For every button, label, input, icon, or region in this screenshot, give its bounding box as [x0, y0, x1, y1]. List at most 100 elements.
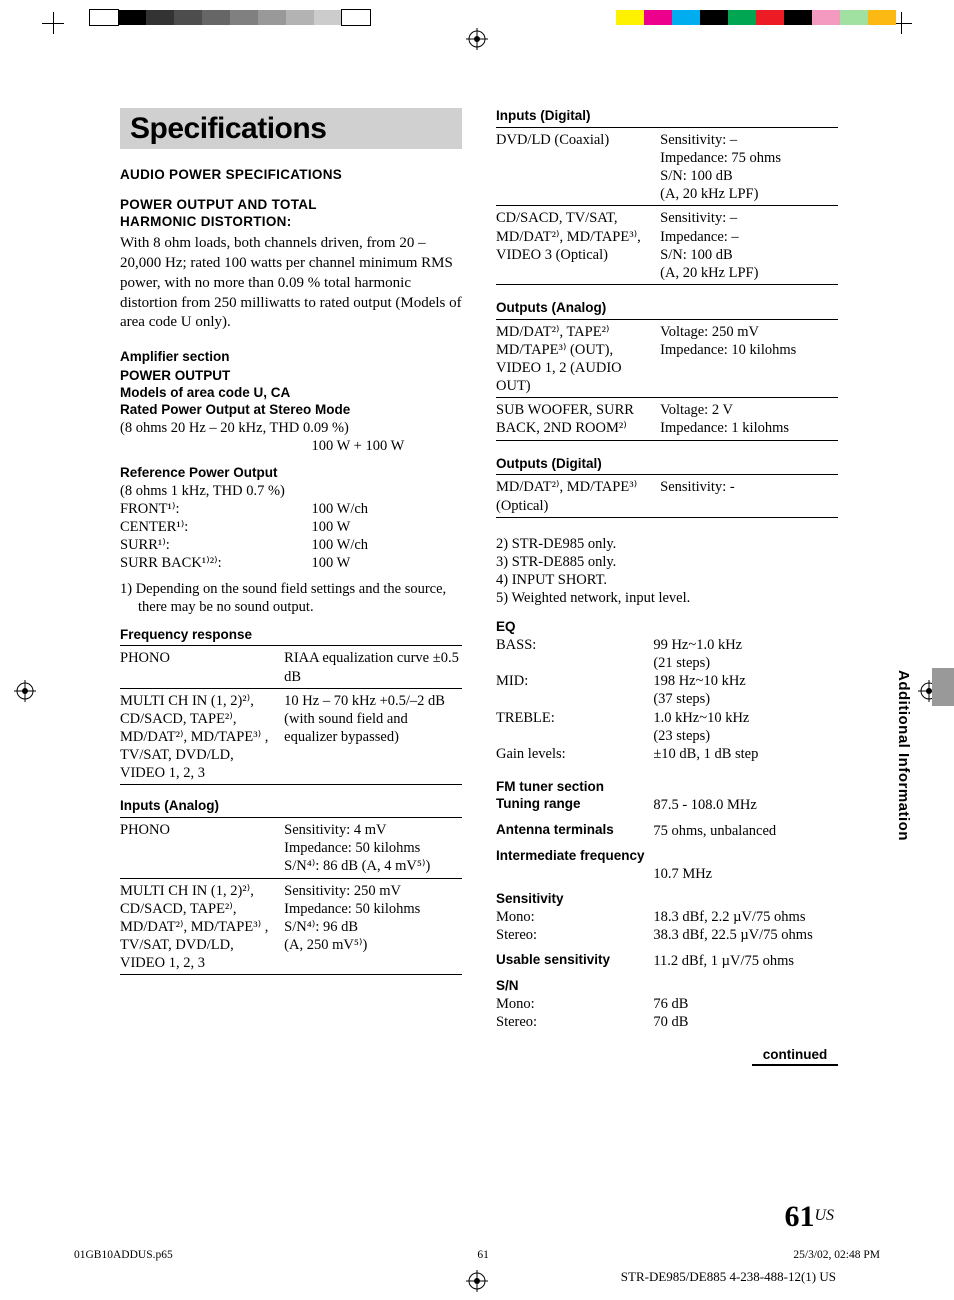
in-a-r2-3: S/N⁴⁾: 96 dB — [284, 918, 462, 936]
fm-head: FM tuner section — [496, 779, 838, 796]
in-digital-head: Inputs (Digital) — [496, 108, 838, 125]
sn-rows: Mono:76 dBStereo:70 dB — [496, 995, 838, 1031]
fm-rows: Tuning range87.5 - 108.0 MHz Antenna term… — [496, 796, 838, 883]
footnote: 4) INPUT SHORT. — [496, 571, 838, 589]
sens-row: Mono:18.3 dBf, 2.2 µV/75 ohms — [496, 908, 838, 926]
in-a-r1-2: Impedance: 50 kilohms — [284, 839, 462, 857]
usable-row: Usable sensitivity 11.2 dBf, 1 µV/75 ohm… — [496, 952, 838, 970]
footnote-1: 1) Depending on the sound field settings… — [138, 580, 462, 616]
in-analog-row-1: PHONO Sensitivity: 4 mV Impedance: 50 ki… — [120, 821, 462, 875]
sens-head: Sensitivity — [496, 891, 838, 908]
out-d-row: MD/DAT²⁾, MD/TAPE³⁾ (Optical) Sensitivit… — [496, 478, 838, 514]
in-dig-row-2-l: CD/SACD, TV/SAT, MD/DAT²⁾, MD/TAPE³⁾, VI… — [496, 209, 660, 282]
continued-marker: continued — [496, 1047, 838, 1066]
ref-row: SURR¹⁾:100 W/ch — [120, 536, 462, 554]
out-a-row-1: MD/DAT²⁾, TAPE²⁾ MD/TAPE³⁾ (OUT), VIDEO … — [496, 323, 838, 396]
footer-file: 01GB10ADDUS.p65 — [74, 1248, 173, 1262]
footer-page: 61 — [477, 1248, 489, 1262]
eq-head: EQ — [496, 619, 838, 636]
eq-row: Gain levels:±10 dB, 1 dB step — [496, 745, 838, 763]
freq-row-1: PHONO RIAA equalization curve ±0.5 dB — [120, 649, 462, 685]
page-title: Specifications — [130, 110, 452, 148]
out-a-row-1-l: MD/DAT²⁾, TAPE²⁾ MD/TAPE³⁾ (OUT), VIDEO … — [496, 323, 660, 396]
right-column: Inputs (Digital) DVD/LD (Coaxial) Sensit… — [496, 108, 838, 1066]
ref-row: FRONT¹⁾:100 W/ch — [120, 500, 462, 518]
in-a-r2-2: Impedance: 50 kilohms — [284, 900, 462, 918]
thumb-tab — [932, 668, 954, 706]
freq-row-2-r: 10 Hz – 70 kHz +0.5/–2 dB (with sound fi… — [284, 692, 462, 783]
out-a-row-2: SUB WOOFER, SURR BACK, 2ND ROOM²⁾ Voltag… — [496, 401, 838, 437]
heading-amplifier: Amplifier section — [120, 349, 462, 366]
heading-power-thd-l2: HARMONIC DISTORTION: — [120, 214, 462, 231]
sens-row: Stereo:38.3 dBf, 22.5 µV/75 ohms — [496, 926, 838, 944]
section-tab-label: Additional Information — [893, 670, 912, 841]
fm-row: Tuning range87.5 - 108.0 MHz — [496, 796, 838, 814]
left-column: Specifications AUDIO POWER SPECIFICATION… — [120, 108, 462, 1066]
out-d-row-l: MD/DAT²⁾, MD/TAPE³⁾ (Optical) — [496, 478, 660, 514]
eq-row: BASS:99 Hz~1.0 kHz — [496, 636, 838, 654]
out-d-row-r: Sensitivity: - — [660, 478, 838, 514]
eq-row: MID:198 Hz~10 kHz — [496, 672, 838, 690]
page-number-value: 61 — [784, 1200, 814, 1233]
body-power-output: With 8 ohm loads, both channels driven, … — [120, 234, 462, 333]
sn-head: S/N — [496, 978, 838, 995]
amp-models: Models of area code U, CA — [120, 385, 462, 402]
in-analog-row-1-l: PHONO — [120, 821, 284, 875]
page-content: Specifications AUDIO POWER SPECIFICATION… — [120, 108, 838, 1066]
footnote: 2) STR-DE985 only. — [496, 535, 838, 553]
in-a-r2-1: Sensitivity: 250 mV — [284, 882, 462, 900]
in-a-r2-4: (A, 250 mV⁵⁾) — [284, 936, 462, 954]
footnote: 5) Weighted network, input level. — [496, 589, 838, 607]
ref-rows: FRONT¹⁾:100 W/chCENTER¹⁾:100 WSURR¹⁾:100… — [120, 500, 462, 573]
footnote: 3) STR-DE885 only. — [496, 553, 838, 571]
amp-value: 100 W + 100 W — [120, 437, 462, 455]
ref-row: CENTER¹⁾:100 W — [120, 518, 462, 536]
amp-rated-mode: Rated Power Output at Stereo Mode — [120, 402, 462, 419]
freq-head: Frequency response — [120, 627, 462, 644]
footer-datetime: 25/3/02, 02:48 PM — [793, 1248, 880, 1262]
footer-row: 01GB10ADDUS.p65 61 25/3/02, 02:48 PM — [74, 1248, 880, 1262]
registration-mark-top — [466, 28, 488, 50]
in-dig-row-1-l: DVD/LD (Coaxial) — [496, 131, 660, 204]
page-number: 61US — [784, 1198, 834, 1236]
registration-mark-bottom — [466, 1270, 488, 1292]
usable-r: 11.2 dBf, 1 µV/75 ohms — [653, 952, 838, 970]
in-dig-row-1: DVD/LD (Coaxial) Sensitivity: –Impedance… — [496, 131, 838, 204]
in-analog-row-2: MULTI CH IN (1, 2)²⁾, CD/SACD, TAPE²⁾, M… — [120, 882, 462, 973]
sn-row: Mono:76 dB — [496, 995, 838, 1013]
usable-l: Usable sensitivity — [496, 952, 653, 970]
fm-row: Antenna terminals75 ohms, unbalanced — [496, 822, 838, 840]
freq-row-2: MULTI CH IN (1, 2)²⁾, CD/SACD, TAPE²⁾, M… — [120, 692, 462, 783]
heading-audio-power: AUDIO POWER SPECIFICATIONS — [120, 167, 462, 184]
in-dig-row-2: CD/SACD, TV/SAT, MD/DAT²⁾, MD/TAPE³⁾, VI… — [496, 209, 838, 282]
in-a-r1-1: Sensitivity: 4 mV — [284, 821, 462, 839]
in-analog-row-2-l: MULTI CH IN (1, 2)²⁾, CD/SACD, TAPE²⁾, M… — [120, 882, 284, 973]
footer-docid: STR-DE985/DE885 4-238-488-12(1) US — [621, 1269, 836, 1285]
ref-head: Reference Power Output — [120, 465, 462, 482]
colorbar-process — [616, 10, 896, 25]
fm-row-label: Intermediate frequency — [496, 848, 838, 865]
registration-mark-left — [14, 680, 36, 702]
sens-rows: Mono:18.3 dBf, 2.2 µV/75 ohmsStereo:38.3… — [496, 908, 838, 944]
out-analog-head: Outputs (Analog) — [496, 300, 838, 317]
in-a-r1-3: S/N⁴⁾: 86 dB (A, 4 mV⁵⁾) — [284, 857, 462, 875]
page-region: US — [814, 1207, 834, 1224]
amp-power-output: POWER OUTPUT — [120, 368, 462, 385]
eq-row: TREBLE:1.0 kHz~10 kHz — [496, 709, 838, 727]
ref-cond: (8 ohms 1 kHz, THD 0.7 %) — [120, 482, 462, 500]
colorbar-grayscale — [90, 10, 370, 25]
page-title-box: Specifications — [120, 108, 462, 149]
amp-condition: (8 ohms 20 Hz – 20 kHz, THD 0.09 %) — [120, 419, 462, 437]
heading-power-thd-l1: POWER OUTPUT AND TOTAL — [120, 197, 462, 214]
out-a-row-2-l: SUB WOOFER, SURR BACK, 2ND ROOM²⁾ — [496, 401, 660, 437]
freq-row-2-l: MULTI CH IN (1, 2)²⁾, CD/SACD, TAPE²⁾, M… — [120, 692, 284, 783]
out-digital-head: Outputs (Digital) — [496, 456, 838, 473]
ref-row: SURR BACK¹⁾²⁾:100 W — [120, 554, 462, 572]
eq-rows: BASS:99 Hz~1.0 kHz(21 steps)MID:198 Hz~1… — [496, 636, 838, 763]
freq-row-1-l: PHONO — [120, 649, 284, 685]
sn-row: Stereo:70 dB — [496, 1013, 838, 1031]
print-registration-marks — [0, 0, 954, 40]
continued-label: continued — [752, 1047, 838, 1066]
freq-row-1-r: RIAA equalization curve ±0.5 dB — [284, 649, 462, 685]
footnotes: 2) STR-DE985 only.3) STR-DE885 only.4) I… — [496, 535, 838, 608]
